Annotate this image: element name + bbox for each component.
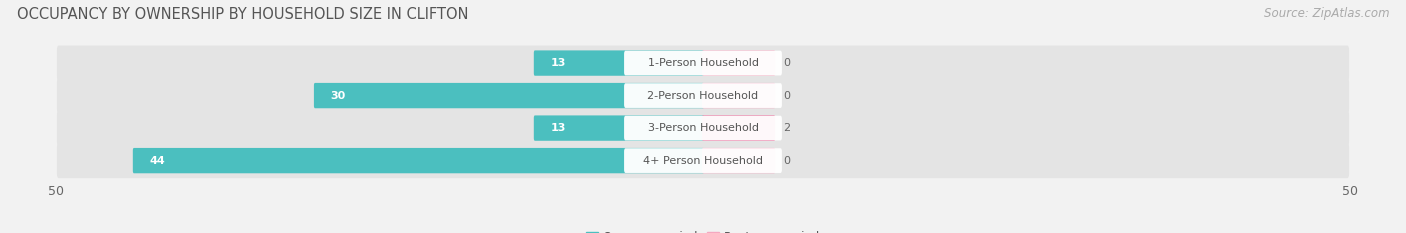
Text: 2-Person Household: 2-Person Household [647,91,759,101]
Text: 0: 0 [783,156,790,166]
Text: 2: 2 [783,123,790,133]
FancyBboxPatch shape [624,116,782,140]
Text: 1-Person Household: 1-Person Household [648,58,758,68]
FancyBboxPatch shape [56,45,1350,81]
FancyBboxPatch shape [624,83,782,108]
FancyBboxPatch shape [624,51,782,75]
FancyBboxPatch shape [132,148,704,173]
FancyBboxPatch shape [702,148,775,173]
FancyBboxPatch shape [56,110,1350,146]
Legend: Owner-occupied, Renter-occupied: Owner-occupied, Renter-occupied [581,226,825,233]
FancyBboxPatch shape [56,78,1350,113]
Text: 3-Person Household: 3-Person Household [648,123,758,133]
Text: 13: 13 [550,58,565,68]
Text: 13: 13 [550,123,565,133]
FancyBboxPatch shape [534,115,704,141]
Text: 30: 30 [330,91,346,101]
Text: Source: ZipAtlas.com: Source: ZipAtlas.com [1264,7,1389,20]
FancyBboxPatch shape [702,50,775,76]
FancyBboxPatch shape [56,143,1350,178]
FancyBboxPatch shape [624,148,782,173]
Text: 44: 44 [149,156,165,166]
Text: OCCUPANCY BY OWNERSHIP BY HOUSEHOLD SIZE IN CLIFTON: OCCUPANCY BY OWNERSHIP BY HOUSEHOLD SIZE… [17,7,468,22]
FancyBboxPatch shape [534,50,704,76]
FancyBboxPatch shape [314,83,704,108]
FancyBboxPatch shape [702,115,775,141]
Text: 4+ Person Household: 4+ Person Household [643,156,763,166]
FancyBboxPatch shape [702,83,775,108]
Text: 0: 0 [783,58,790,68]
Text: 0: 0 [783,91,790,101]
